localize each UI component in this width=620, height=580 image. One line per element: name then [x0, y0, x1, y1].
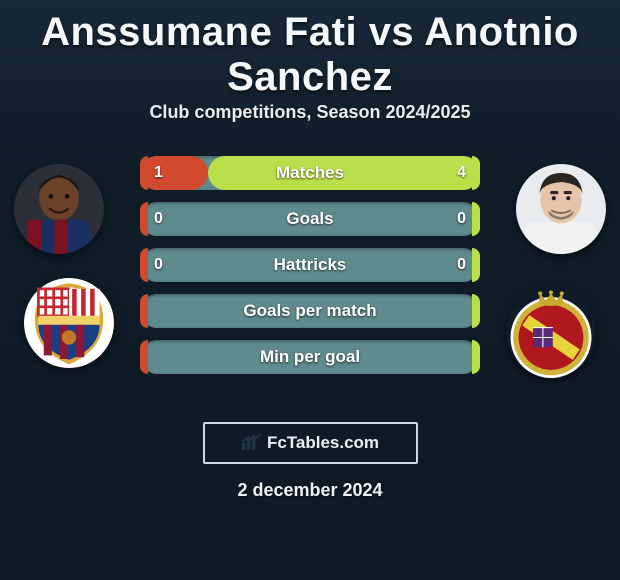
stat-cap-left [140, 340, 148, 374]
stat-value-right: 4 [457, 156, 466, 190]
avatar-left-svg [14, 164, 104, 254]
stat-cap-left [140, 202, 148, 236]
stat-bars: Matches14Goals00Hattricks00Goals per mat… [140, 156, 480, 386]
stat-value-right: 0 [457, 202, 466, 236]
player-left-avatar [14, 164, 104, 254]
brand-box[interactable]: FcTables.com [203, 422, 418, 464]
club-left-crest [24, 278, 114, 368]
stat-cap-right [472, 202, 480, 236]
stat-track [140, 340, 480, 374]
avatar-right-svg [516, 164, 606, 254]
club-right-crest [506, 288, 596, 378]
stat-track [140, 294, 480, 328]
stat-cap-right [472, 340, 480, 374]
player-right-avatar [516, 164, 606, 254]
chart-icon [241, 433, 263, 454]
crest-right-svg [506, 288, 596, 378]
stat-value-left: 0 [154, 202, 163, 236]
stat-row: Matches14 [140, 156, 480, 190]
stat-cap-right [472, 294, 480, 328]
stat-cap-left [140, 248, 148, 282]
stat-cap-left [140, 156, 148, 190]
stat-row: Min per goal [140, 340, 480, 374]
stat-value-right: 0 [457, 248, 466, 282]
stat-track [140, 202, 480, 236]
date-text: 2 december 2024 [0, 480, 620, 501]
stat-fill-left [140, 156, 208, 190]
stat-cap-left [140, 294, 148, 328]
subtitle: Club competitions, Season 2024/2025 [0, 102, 620, 123]
stat-value-left: 0 [154, 248, 163, 282]
crest-left-svg [24, 278, 114, 368]
stat-cap-right [472, 248, 480, 282]
stat-row: Goals00 [140, 202, 480, 236]
stat-value-left: 1 [154, 156, 163, 190]
stat-track [140, 248, 480, 282]
stat-fill-right [208, 156, 480, 190]
stat-row: Goals per match [140, 294, 480, 328]
stat-cap-right [472, 156, 480, 190]
comparison-panel: Matches14Goals00Hattricks00Goals per mat… [0, 148, 620, 408]
brand-text: FcTables.com [267, 433, 379, 453]
stat-row: Hattricks00 [140, 248, 480, 282]
page-title: Anssumane Fati vs Anotnio Sanchez [0, 0, 620, 102]
